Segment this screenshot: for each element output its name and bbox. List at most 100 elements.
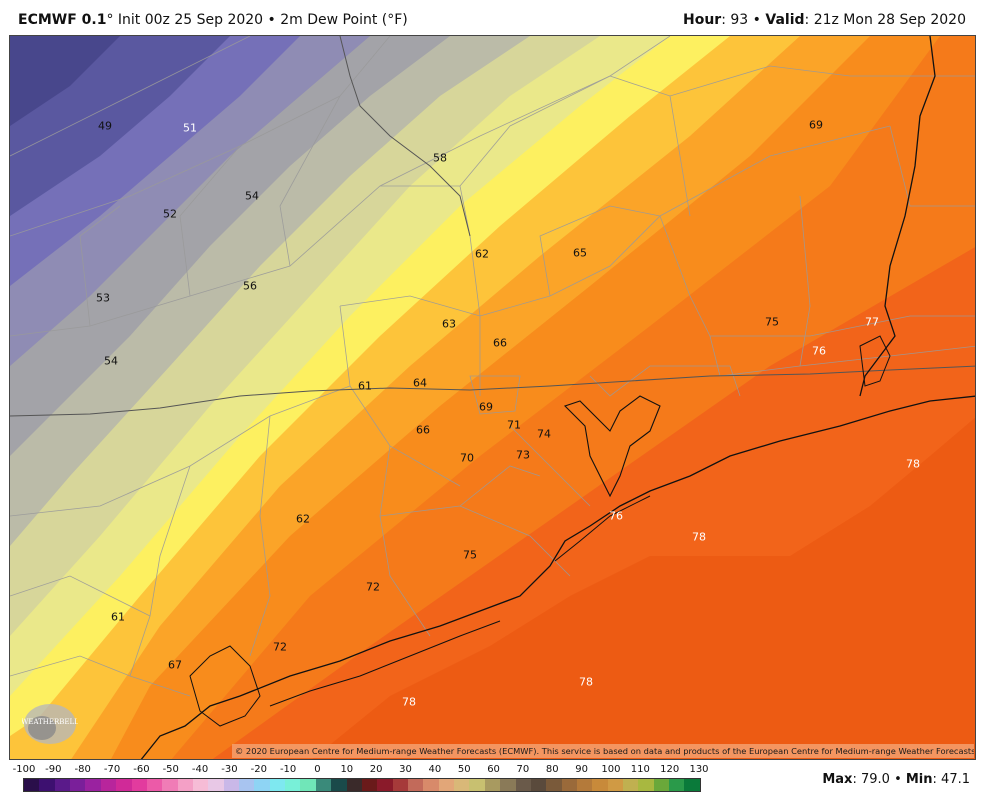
bullet-separator: • (267, 12, 276, 28)
header-title: ECMWF 0.1° Init 00z 25 Sep 2020 • 2m Dew… (18, 12, 408, 28)
colorbar-swatch (285, 779, 301, 791)
colorbar-tick-label: 100 (601, 764, 621, 775)
colorbar-tick-label: -60 (133, 764, 150, 775)
value-label: 77 (865, 315, 879, 329)
hour-value: 93 (730, 12, 749, 28)
max-min-readout: Max: 79.0 • Min: 47.1 (822, 772, 970, 787)
colorbar-swatch (269, 779, 286, 791)
value-label: 71 (507, 418, 521, 432)
colorbar-tick-label: 90 (575, 764, 588, 775)
model-name: ECMWF 0.1 (18, 12, 107, 28)
value-label: 70 (460, 451, 474, 465)
value-label: 72 (273, 640, 287, 654)
value-label: 78 (692, 530, 706, 544)
value-label: 78 (579, 675, 593, 689)
value-label: 78 (402, 695, 416, 709)
colorbar-swatch (208, 779, 224, 791)
colorbar-swatch (469, 779, 485, 791)
value-label: 74 (537, 427, 551, 441)
colorbar-swatch (561, 779, 577, 791)
river-line (339, 36, 471, 237)
colorbar-swatch (623, 779, 639, 791)
value-label: 64 (413, 376, 427, 390)
colorbar-tick-label: 120 (660, 764, 680, 775)
valid-label: Valid (765, 12, 805, 28)
value-label: 76 (812, 344, 826, 358)
colorbar-swatch (484, 779, 501, 791)
colorbar-swatch (300, 779, 316, 791)
copyright-notice: © 2020 European Centre for Medium-range … (232, 744, 974, 758)
colorbar-tick-label: -40 (191, 764, 209, 775)
band-purple-dark (10, 36, 120, 126)
county-lines (10, 36, 975, 697)
colorbar-swatch (177, 779, 193, 791)
value-label: 69 (809, 118, 823, 132)
colorbar-swatch (423, 779, 439, 791)
colorbar-swatch (546, 779, 562, 791)
colorbar-swatch (116, 779, 132, 791)
min-value: 47.1 (941, 772, 970, 787)
colorbar-swatch (638, 779, 654, 791)
colorbar-swatch (515, 779, 531, 791)
value-label: 61 (358, 379, 372, 393)
state-boundary (10, 365, 975, 417)
colorbar-tick-label: 40 (428, 764, 442, 775)
colorbar-swatch (239, 779, 255, 791)
colorbar-tick-label: 20 (369, 764, 383, 775)
value-label: 51 (183, 121, 197, 135)
colorbar-swatch (146, 779, 163, 791)
galveston-island (554, 495, 651, 562)
value-label: 62 (296, 512, 310, 526)
value-label: 62 (475, 247, 489, 261)
colorbar-swatch (669, 779, 685, 791)
colorbar-tick-label: 50 (457, 764, 471, 775)
colorbar-tick-label: -30 (221, 764, 238, 775)
value-label: 75 (463, 548, 477, 562)
value-label: 72 (366, 580, 380, 594)
colorbar-swatch (361, 779, 378, 791)
colorbar-swatch (653, 779, 670, 791)
colorbar-swatch (162, 779, 178, 791)
colorbar-swatch (100, 779, 117, 791)
value-label: 66 (416, 423, 430, 437)
colorbar-swatch (407, 779, 424, 791)
colorbar-swatch (392, 779, 408, 791)
coastline (140, 395, 975, 759)
value-label: 52 (163, 207, 177, 221)
colorbar-swatch (54, 779, 71, 791)
colorbar-tick-label: 80 (545, 764, 559, 775)
colorbar-ticks: -100 -90 -80 -70 -60 -50 -40 -30 -20 -10 0 10 20 30 40… (13, 764, 709, 778)
colorbar-tick-label: 130 (689, 764, 709, 775)
value-label: 78 (906, 457, 920, 471)
colorbar-swatch (530, 779, 547, 791)
colorbar-swatch (331, 779, 347, 791)
colorbar-swatch (24, 779, 40, 791)
colorbar-tick-label: -90 (45, 764, 62, 775)
bullet-separator: • (894, 772, 902, 787)
value-label: 67 (168, 658, 182, 672)
colorbar-tick-label: 0 (314, 764, 321, 775)
colorbar-tick-label: 30 (399, 764, 412, 775)
colorbar-swatch (500, 779, 516, 791)
colorbar-tick-label: -50 (162, 764, 179, 775)
svg-text:WEATHERBELL: WEATHERBELL (22, 718, 78, 726)
colorbar-tick-label: -80 (74, 764, 91, 775)
gulf-deep-region (312, 417, 975, 759)
colorbar-swatch (576, 779, 593, 791)
colorbar-tick-label: -20 (250, 764, 267, 775)
value-label: 75 (765, 315, 779, 329)
colorbar-swatch (192, 779, 209, 791)
colorbar-swatch (592, 779, 608, 791)
colorbar-tick-label: -10 (279, 764, 297, 775)
barrier-island (269, 620, 501, 707)
colorbar-swatch (254, 779, 270, 791)
colorbar-swatch (454, 779, 470, 791)
colorbar-tick-label: 10 (340, 764, 354, 775)
dewpoint-map: 49 51 58 69 54 52 62 65 56 53 63 75 77 6… (9, 35, 976, 760)
value-label: 73 (516, 448, 530, 462)
min-label: Min (905, 772, 933, 787)
colorbar-swatch (85, 779, 101, 791)
colorbar-swatch (438, 779, 455, 791)
colorbar-tick-label: 70 (516, 764, 530, 775)
